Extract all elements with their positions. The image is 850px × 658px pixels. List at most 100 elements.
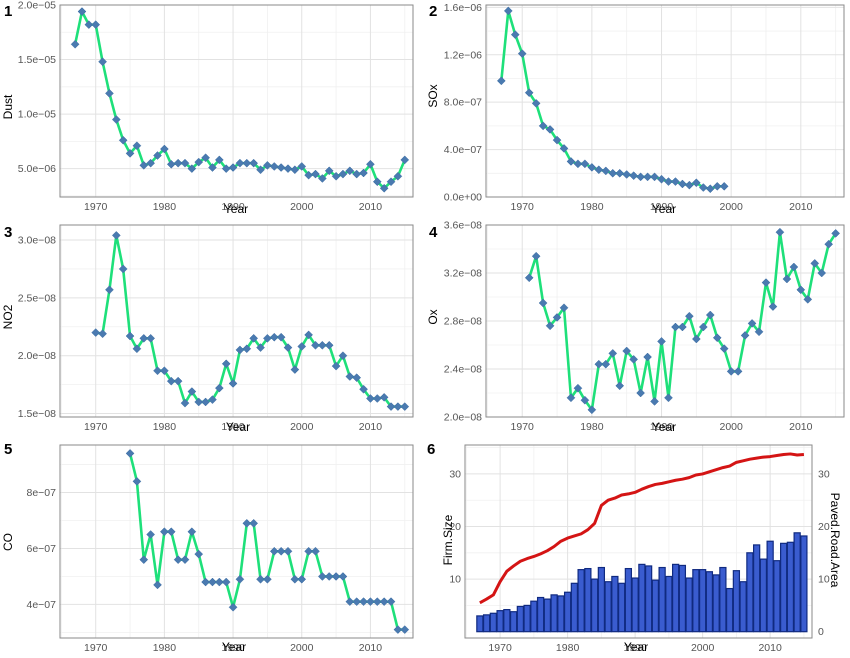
data-point xyxy=(643,172,652,182)
data-point xyxy=(705,184,715,194)
data-point xyxy=(228,163,238,172)
data-point xyxy=(524,273,534,283)
data-point xyxy=(208,163,217,172)
x-tick-label: 1980 xyxy=(153,642,177,654)
data-point xyxy=(276,332,286,342)
data-point xyxy=(201,397,210,407)
data-point xyxy=(524,88,534,98)
data-point xyxy=(201,153,210,163)
firm-size-bar xyxy=(651,579,660,633)
y-tick-label: 6e−07 xyxy=(27,543,57,555)
data-point xyxy=(352,169,362,179)
data-point xyxy=(393,402,403,411)
data-point xyxy=(496,76,506,86)
firm-size-bar xyxy=(705,571,714,633)
data-point xyxy=(747,319,757,328)
data-point xyxy=(517,49,527,58)
panel-label: 3 xyxy=(4,224,12,241)
data-point xyxy=(290,574,300,584)
firm-size-bar xyxy=(557,595,565,633)
data-point xyxy=(290,365,300,374)
data-point xyxy=(269,546,279,556)
paved-road-area-line xyxy=(479,452,805,605)
x-tick-label: 1970 xyxy=(488,642,512,654)
y-tick-label: 2.4e−08 xyxy=(444,364,482,376)
data-point xyxy=(824,239,834,249)
plot-area xyxy=(486,5,844,197)
firm-size-bar xyxy=(671,563,680,633)
data-point xyxy=(608,349,618,358)
x-tick-label: 2000 xyxy=(290,201,314,213)
data-point xyxy=(552,135,562,145)
data-point xyxy=(359,597,368,606)
firm-size-bar xyxy=(780,542,788,633)
data-point xyxy=(552,313,562,322)
data-point xyxy=(304,330,313,340)
data-point xyxy=(338,169,348,179)
data-point xyxy=(194,157,204,167)
data-point xyxy=(782,274,792,284)
y2-tick-label: 0 xyxy=(818,626,824,638)
data-point xyxy=(657,174,666,184)
data-point xyxy=(366,394,375,403)
data-point xyxy=(311,169,320,179)
data-point xyxy=(622,170,632,179)
firm-size-bar xyxy=(543,598,551,633)
data-point xyxy=(173,376,183,386)
data-point xyxy=(538,121,548,131)
x-tick-label: 1980 xyxy=(580,201,604,213)
firm-size-bar xyxy=(732,570,741,633)
data-point xyxy=(235,158,245,168)
data-point xyxy=(263,161,272,170)
data-point xyxy=(77,7,87,16)
data-point xyxy=(636,388,645,398)
y2-tick-label: 10 xyxy=(818,574,830,586)
data-point xyxy=(615,168,625,178)
data-point xyxy=(400,402,410,411)
panel-border xyxy=(59,224,414,418)
y-tick-label: 8e−07 xyxy=(27,487,57,499)
x-tick-label: 2000 xyxy=(290,642,314,654)
data-point xyxy=(324,572,334,581)
x-tick-label: 1990 xyxy=(221,201,245,213)
data-point xyxy=(386,177,396,187)
data-point xyxy=(153,151,162,160)
firm-size-bar xyxy=(665,575,673,633)
data-point xyxy=(615,381,625,391)
panel-label: 1 xyxy=(4,3,12,20)
data-point xyxy=(173,158,183,168)
data-point xyxy=(664,177,673,186)
data-point xyxy=(671,322,680,332)
panel-dust: 1 1970 1980 1990 2000 2010 5.0e−06 1.0e−05 1.5e… xyxy=(1,0,414,216)
data-point xyxy=(139,555,149,565)
x-tick-label: 1990 xyxy=(650,201,674,213)
y-tick-label: 2.0e−08 xyxy=(18,350,56,362)
data-point xyxy=(372,394,382,403)
y-axis-title: CO xyxy=(1,533,15,551)
x-tick-label: 1990 xyxy=(221,642,245,654)
data-point xyxy=(580,395,590,405)
x-tick-label: 2010 xyxy=(758,642,782,654)
y-tick-label: 30 xyxy=(449,468,461,480)
data-point xyxy=(187,527,197,537)
data-point xyxy=(587,405,597,415)
data-point xyxy=(678,322,687,332)
data-point xyxy=(160,144,169,154)
data-point xyxy=(601,166,611,176)
x-tick-label: 1970 xyxy=(84,642,108,654)
firm-size-bar xyxy=(698,569,707,633)
panel-label: 2 xyxy=(429,3,437,20)
data-point xyxy=(678,179,687,189)
panel-border xyxy=(464,444,813,639)
firm-size-bar xyxy=(536,596,545,633)
data-point xyxy=(366,159,375,169)
firm-size-bar xyxy=(685,577,693,633)
data-point xyxy=(359,384,368,394)
firm-size-bar xyxy=(597,566,606,633)
data-point xyxy=(531,251,541,261)
data-point xyxy=(173,555,183,565)
data-point xyxy=(98,329,107,339)
data-point xyxy=(352,597,362,606)
data-point xyxy=(283,546,293,556)
